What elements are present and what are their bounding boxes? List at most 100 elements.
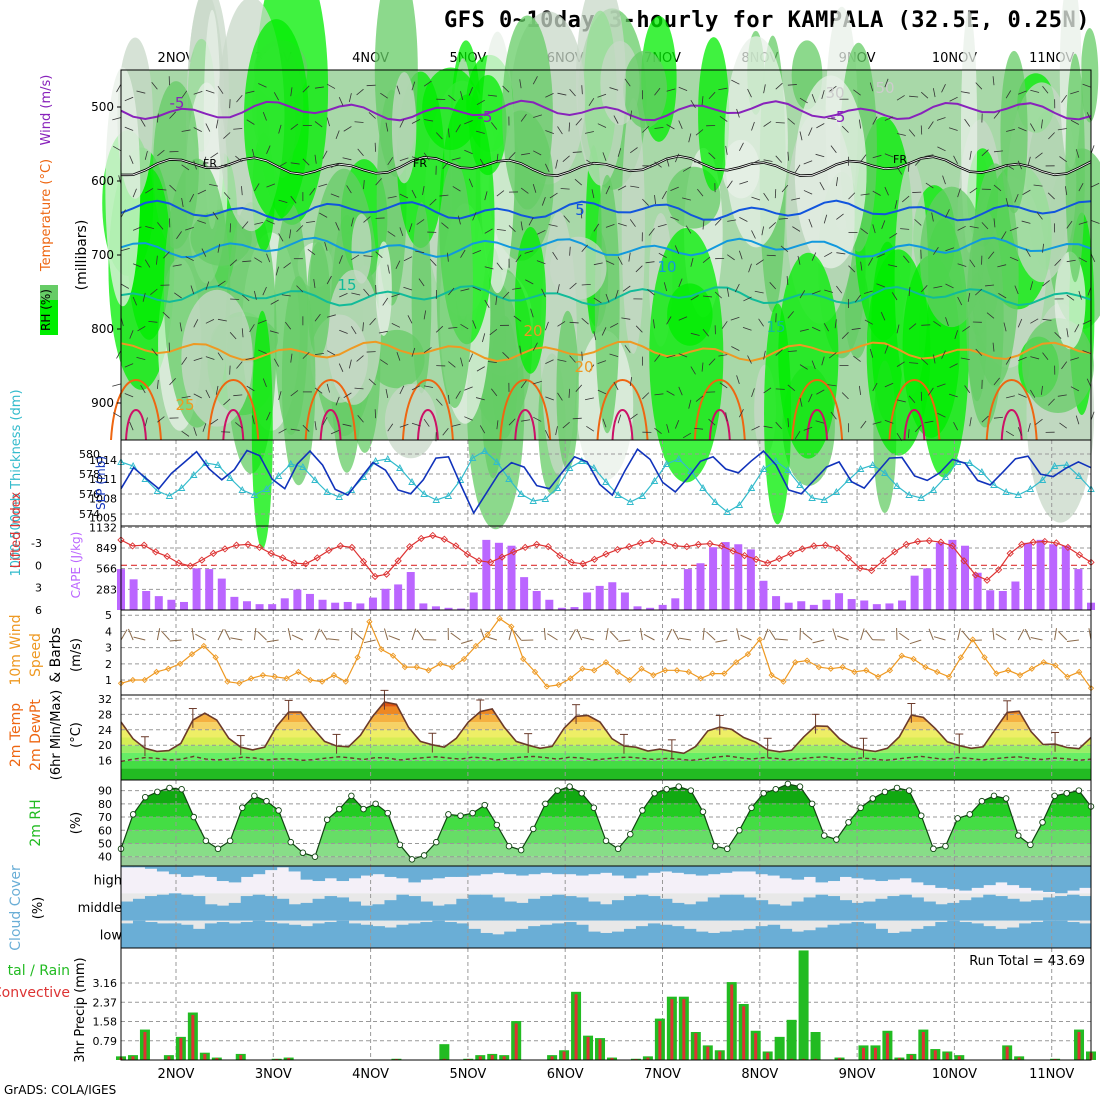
cloud-bar [947, 920, 960, 948]
wind-barb [933, 285, 943, 289]
cloud-bar [324, 866, 338, 879]
wind-barb [884, 78, 889, 88]
wind-speed-point [839, 663, 846, 671]
ytick-label: 1 [105, 674, 112, 687]
wind-barb [353, 631, 364, 641]
precip-conv-bar [754, 1033, 758, 1060]
cape-bar [620, 592, 629, 610]
cape-bar [331, 602, 340, 610]
cloud-bar [1079, 923, 1092, 948]
cloud-bar [192, 896, 206, 921]
wind-barb [884, 345, 889, 354]
isotherm-line [401, 379, 454, 441]
wind-speed-point [153, 668, 160, 676]
wind-barb [195, 633, 207, 641]
cloud-bar [576, 924, 589, 948]
cloud-bar [168, 893, 182, 921]
wind-barb [140, 118, 146, 127]
wind-barb [695, 395, 704, 402]
ytick-label: -3 [31, 537, 42, 550]
wind-barb [563, 215, 570, 223]
cape-bar [746, 549, 755, 610]
lifted-point [209, 549, 218, 558]
wind-barb [629, 110, 633, 120]
wind-barb [289, 229, 292, 239]
wind-barb [816, 123, 825, 129]
wind-barb [1005, 198, 1009, 207]
ytick-label: 20 [98, 739, 112, 752]
rh-point [930, 845, 937, 853]
wind-barb [257, 319, 267, 324]
cloud-bar [276, 898, 290, 921]
cloud-bar [1031, 900, 1044, 921]
lifted-point [937, 538, 945, 546]
thickness-point [699, 484, 707, 491]
cloud-bar [899, 894, 912, 921]
wind-barb [338, 255, 343, 264]
wind-barb [193, 357, 203, 361]
cloud-bar [372, 904, 385, 921]
wind-barb [1054, 332, 1062, 339]
wind-barb [1017, 160, 1022, 170]
wind-barb [236, 94, 243, 103]
thickness-point [771, 457, 780, 464]
cape-bar [482, 539, 491, 610]
cloud-bar [348, 923, 362, 948]
wind-barb [1042, 280, 1050, 287]
wind-barb [391, 322, 401, 328]
wind-barb [322, 150, 328, 159]
wind-barb [678, 386, 683, 396]
precip-conv-bar [706, 1046, 710, 1060]
wind-barb [858, 385, 862, 395]
wind-barb [763, 425, 773, 429]
cloud-bar [252, 894, 266, 921]
cloud-bar [683, 904, 697, 921]
wind-barb [205, 281, 210, 291]
contour-label: FR [893, 153, 907, 166]
wind-speed-point [732, 659, 740, 666]
wind-barb [399, 227, 404, 237]
wind-barb [763, 159, 773, 162]
lifted-point [579, 560, 587, 568]
wind-barb [313, 279, 316, 289]
wind-barb [653, 319, 655, 329]
wind-barb [841, 125, 849, 133]
cloud-bar [312, 898, 326, 921]
wind-barb [380, 92, 388, 99]
wind-barb [464, 386, 473, 391]
wind-barb [799, 364, 808, 370]
wind-barb [502, 291, 510, 299]
wind-barb [1018, 393, 1027, 398]
temp-band [121, 702, 1091, 707]
thickness-point [929, 486, 938, 493]
precip-conv-bar [838, 1058, 842, 1060]
wind-barb [318, 183, 328, 187]
lifted-point [1029, 538, 1037, 546]
wind-barb [468, 87, 473, 96]
wind-barb [876, 253, 886, 258]
wind-barb [787, 384, 796, 391]
rh-point [772, 786, 780, 793]
wind-barb [552, 251, 558, 260]
ytick-label: 800 [91, 322, 114, 336]
cloud-bar [132, 866, 146, 868]
precip-conv-bar [778, 1058, 782, 1060]
precip-conv-bar [287, 1058, 291, 1060]
lifted-point [544, 543, 552, 551]
wind-barb [860, 261, 863, 271]
wind-barb [1030, 356, 1040, 360]
isotherm-line [693, 379, 746, 441]
wind-speed-point [863, 667, 870, 674]
cloud-bar [516, 866, 529, 876]
wind-barb [447, 128, 450, 138]
rh-area [391, 72, 417, 184]
thickness-point [299, 463, 307, 470]
axis-label: CAPE (J/kg) [69, 532, 83, 599]
lifted-point [302, 560, 310, 568]
wind-barb [448, 326, 458, 329]
cloud-bar [1043, 866, 1056, 892]
cloud-bar [192, 866, 206, 876]
wind-barb [969, 150, 972, 160]
cape-bar [898, 600, 907, 610]
lifted-point [140, 541, 148, 549]
